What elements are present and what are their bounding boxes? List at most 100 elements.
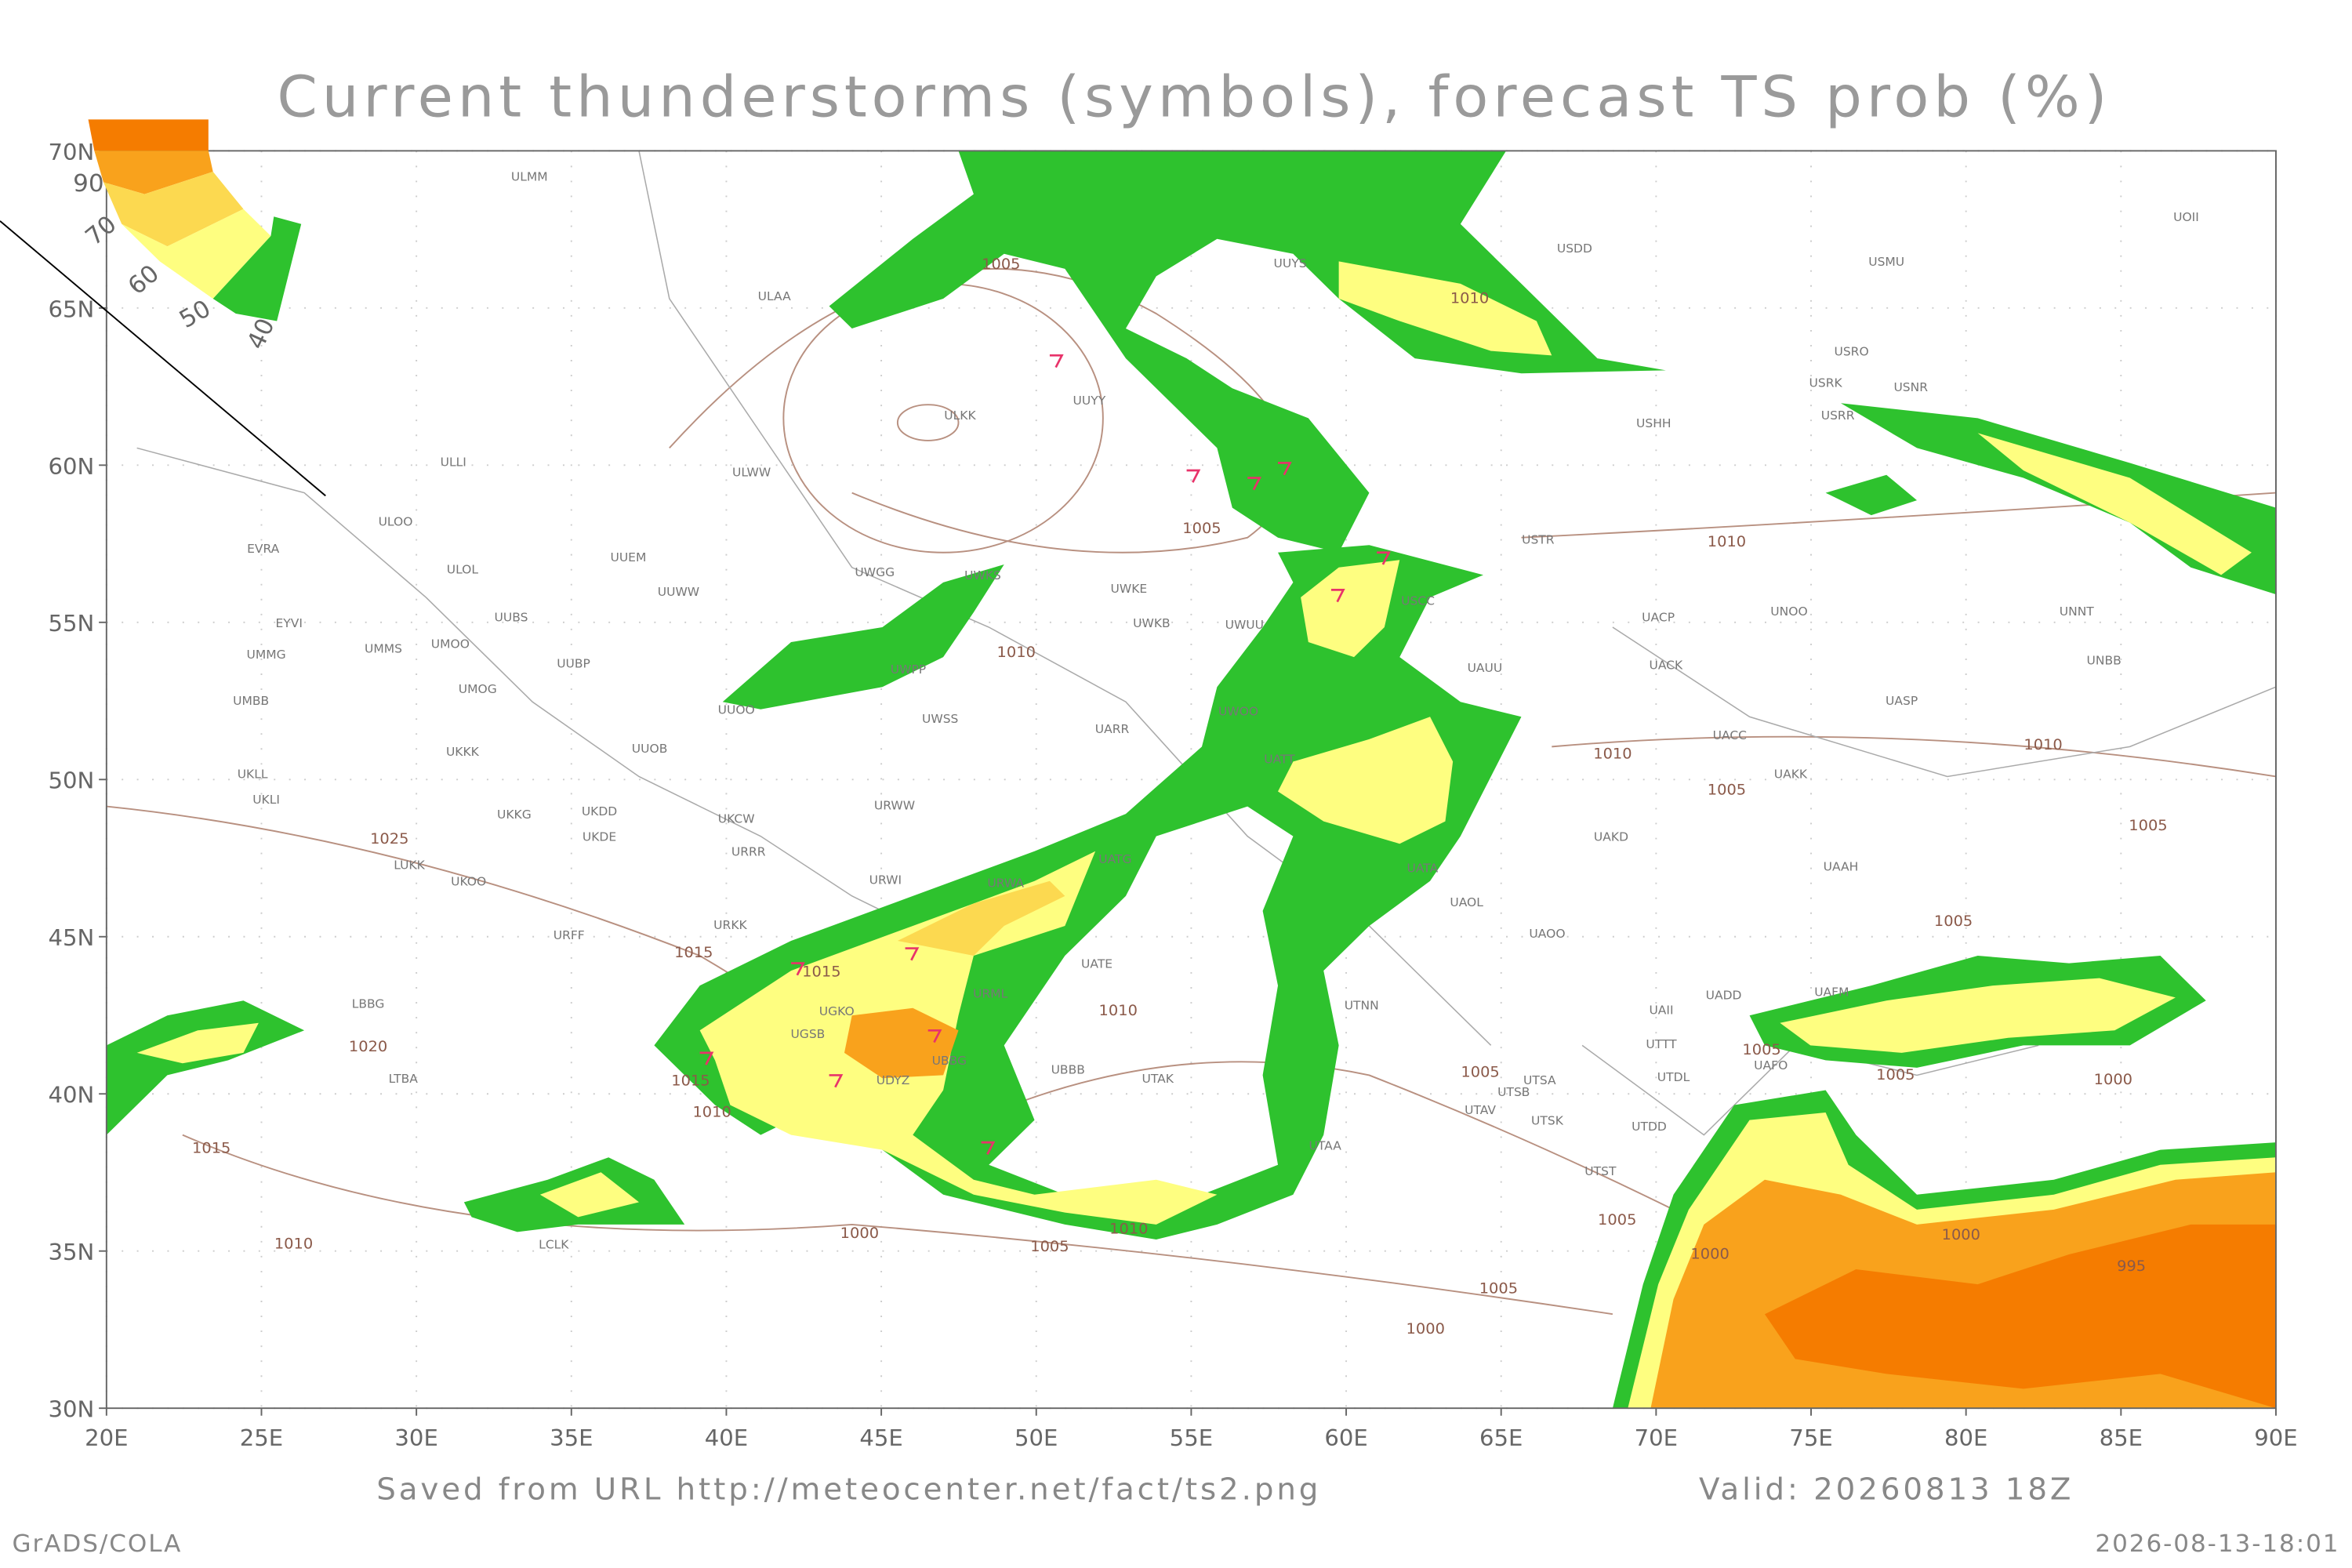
isobar-label: 1005: [1708, 781, 1746, 799]
isobar-label: 1005: [1742, 1040, 1780, 1058]
isobar-label: 1005: [1461, 1063, 1499, 1081]
station-label: UAKD: [1594, 830, 1628, 844]
station-label: UUOO: [718, 703, 755, 717]
isobar-label: 1010: [1109, 1220, 1148, 1238]
y-tick-label: 70N: [49, 139, 95, 165]
isobar-label: 1010: [1708, 532, 1746, 550]
station-label: UTST: [1584, 1164, 1617, 1178]
station-label: UKOO: [451, 875, 486, 889]
station-label: UNBB: [2087, 654, 2122, 668]
station-label: UTSA: [1523, 1073, 1556, 1087]
isobar-label: 1005: [982, 255, 1020, 273]
station-label: ULLI: [441, 455, 466, 469]
station-label: LUKK: [394, 858, 426, 873]
station-label: UKLL: [238, 768, 268, 782]
station-label: USNR: [1893, 380, 1928, 394]
isobar-label: 1005: [1479, 1279, 1518, 1298]
x-tick-label: 60E: [1324, 1425, 1367, 1451]
isobar-label: 1005: [1182, 519, 1221, 537]
station-label: UAFM: [1814, 985, 1849, 1000]
isobar-label: 1010: [274, 1235, 313, 1253]
station-label: UKCW: [718, 812, 755, 826]
station-label: UNOO: [1770, 604, 1807, 619]
station-label: UAUU: [1468, 661, 1503, 675]
isobar-label: 1000: [1406, 1319, 1445, 1338]
station-label: UAOL: [1450, 895, 1483, 909]
station-label: UATE: [1081, 956, 1112, 971]
station-label: UTSB: [1497, 1085, 1530, 1099]
station-label: ULKK: [944, 408, 976, 423]
station-label: URWI: [869, 873, 902, 887]
valid-time: Valid: 20260813 18Z: [1699, 1472, 2074, 1508]
isobar-label: 1015: [671, 1072, 710, 1090]
station-label: USMU: [1868, 255, 1904, 269]
isobar-label: 1000: [840, 1224, 879, 1242]
isobar-label: 1015: [674, 943, 713, 961]
station-label: UWSS: [922, 712, 958, 726]
isobar-label: 995: [2117, 1257, 2146, 1275]
legend-label: 90: [73, 169, 104, 198]
legend: 90 70 60 50 40: [0, 119, 326, 497]
station-label: URRR: [731, 845, 766, 859]
station-label: USDD: [1557, 241, 1592, 256]
station-label: UATT: [1264, 752, 1295, 766]
station-label: UUYS: [1274, 256, 1307, 270]
station-label: URKK: [713, 918, 747, 932]
station-label: ULAA: [758, 289, 792, 303]
isobar-label: 1010: [1593, 745, 1632, 763]
x-tick-label: 45E: [859, 1425, 902, 1451]
station-label: ULOL: [447, 563, 479, 577]
station-label: UTAA: [1309, 1139, 1342, 1153]
isobar-label: 1025: [370, 829, 408, 848]
station-label: UWKS: [964, 568, 1001, 583]
source-url: Saved from URL http://meteocenter.net/fa…: [376, 1472, 1321, 1508]
station-label: UWKE: [1110, 582, 1147, 596]
station-label: UWUU: [1225, 618, 1264, 632]
station-label: UNNT: [2060, 604, 2095, 619]
y-tick-label: 40N: [49, 1082, 95, 1109]
axis-ticks: 20E 25E 30E 35E 40E 45E 50E 55E 60E 65E 70E 75E 80E 8…: [49, 139, 2298, 1451]
station-label: LBBG: [352, 997, 385, 1011]
x-tick-label: 30E: [394, 1425, 437, 1451]
y-tick-label: 45N: [49, 924, 95, 951]
isobar-label: 1015: [192, 1139, 230, 1157]
isobar-label: 1005: [1876, 1065, 1915, 1083]
station-label: UATA: [1407, 862, 1439, 876]
stations: ULMM ULAA ULLI ULOO EVRA UUEM ULOL UUWW UUBS EYVI…: [233, 170, 2199, 1252]
ts-probability-areas: [106, 151, 2276, 1409]
station-label: UAII: [1649, 1003, 1673, 1017]
isobar-label: 1010: [692, 1103, 731, 1121]
station-label: UTTT: [1646, 1037, 1677, 1051]
x-tick-label: 25E: [240, 1425, 283, 1451]
x-tick-label: 55E: [1170, 1425, 1213, 1451]
x-tick-label: 40E: [705, 1425, 748, 1451]
station-label: UBBG: [932, 1054, 967, 1068]
station-label: UWPP: [891, 662, 926, 677]
station-label: USRK: [1809, 376, 1843, 390]
y-tick-label: 55N: [49, 610, 95, 637]
station-label: USCC: [1401, 594, 1435, 608]
station-label: LTBA: [389, 1072, 419, 1086]
x-tick-label: 65E: [1479, 1425, 1523, 1451]
x-tick-label: 85E: [2100, 1425, 2143, 1451]
station-label: UAKK: [1774, 768, 1808, 782]
station-label: UUBS: [495, 611, 528, 625]
isobar-labels: 1005 1010 1005 1010 1010 1010 1010 1005 1005 1025…: [192, 255, 2168, 1338]
y-tick-label: 60N: [49, 453, 95, 480]
isobar-label: 1005: [2129, 816, 2167, 834]
x-tick-label: 50E: [1014, 1425, 1058, 1451]
station-label: ULOO: [379, 515, 413, 529]
station-label: UTNN: [1345, 999, 1379, 1013]
map-area: ULMM ULAA ULLI ULOO EVRA UUEM ULOL UUWW UUBS EYVI…: [49, 139, 2298, 1451]
station-label: UATG: [1098, 852, 1131, 866]
station-label: UADD: [1706, 988, 1742, 1002]
station-label: UGSB: [790, 1027, 825, 1041]
isobar-label: 1020: [349, 1037, 387, 1055]
station-label: UUWW: [658, 585, 699, 599]
station-label: UBBB: [1051, 1063, 1085, 1077]
x-tick-label: 75E: [1789, 1425, 1832, 1451]
station-label: UGKO: [819, 1004, 855, 1018]
y-tick-label: 35N: [49, 1239, 95, 1265]
station-label: UMOG: [459, 682, 497, 696]
